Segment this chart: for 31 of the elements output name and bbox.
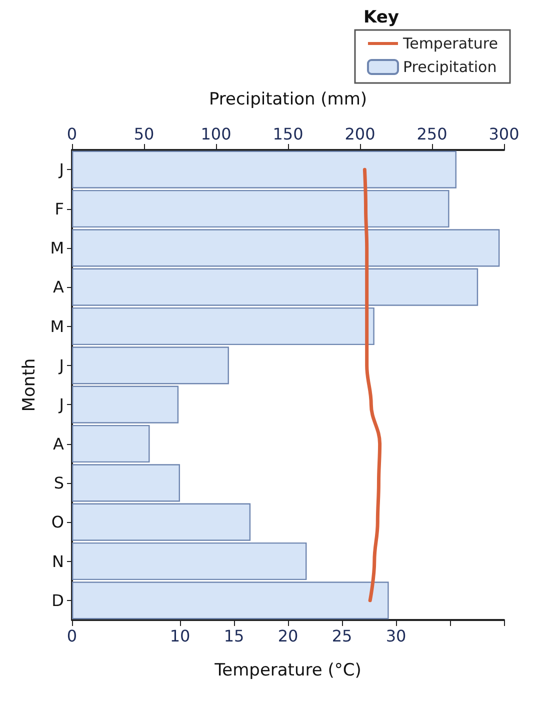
legend-title: Key	[364, 8, 400, 28]
x2-axis-title: Precipitation (mm)	[208, 90, 368, 110]
x-tick-label: 20	[278, 626, 298, 646]
x2-tick-label: 300	[488, 124, 520, 144]
x2-tick-label: 150	[272, 124, 304, 144]
y-tick-label: M	[50, 238, 64, 258]
y-tick-label: J	[58, 356, 64, 375]
y-tick-label: F	[54, 199, 64, 218]
x-tick-label: 15	[224, 626, 244, 646]
y-tick-label: A	[53, 434, 64, 454]
x-axis-title: Temperature (°C)	[214, 660, 362, 680]
x2-tick-label: 250	[416, 124, 448, 144]
x-tick-label: 25	[332, 626, 352, 646]
x2-tick-label: 100	[200, 124, 232, 144]
y-tick-label: O	[51, 512, 64, 532]
x-tick-label: 30	[386, 626, 406, 646]
y-tick-label: S	[54, 473, 64, 492]
y-tick-label: A	[53, 278, 64, 297]
x2-tick-label: 0	[66, 124, 78, 144]
y-tick-label: M	[50, 316, 64, 336]
x-tick-label: 0	[66, 626, 78, 646]
x2-tick-label: 50	[134, 124, 154, 144]
legend-label: Precipitation	[402, 58, 497, 76]
y-tick-label: J	[58, 160, 64, 180]
legend-label: Temperature	[402, 34, 498, 52]
y-tick-label: D	[52, 590, 64, 610]
y-axis-title: Month	[20, 358, 40, 412]
x2-tick-label: 200	[344, 124, 376, 144]
y-tick-label: N	[52, 552, 64, 571]
y-tick-label: J	[58, 395, 64, 414]
x-tick-label: 10	[170, 626, 190, 646]
